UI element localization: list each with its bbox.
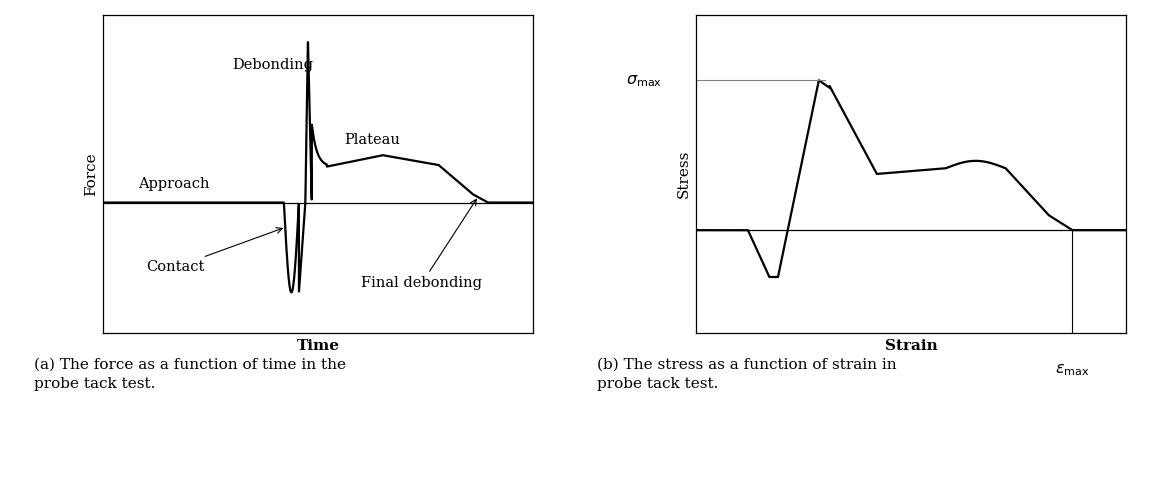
Text: $\sigma_{\rm max}$: $\sigma_{\rm max}$ bbox=[626, 72, 662, 89]
X-axis label: Strain: Strain bbox=[885, 339, 938, 353]
X-axis label: Time: Time bbox=[296, 339, 340, 353]
Text: Approach: Approach bbox=[138, 177, 209, 191]
Text: $\varepsilon_{\rm max}$: $\varepsilon_{\rm max}$ bbox=[1055, 361, 1089, 378]
Text: Debonding: Debonding bbox=[232, 58, 314, 72]
Text: (a) The force as a function of time in the
probe tack test.: (a) The force as a function of time in t… bbox=[34, 358, 347, 391]
Y-axis label: Stress: Stress bbox=[677, 150, 691, 198]
Text: Final debonding: Final debonding bbox=[361, 199, 483, 291]
Text: Contact: Contact bbox=[146, 228, 283, 274]
Text: (b) The stress as a function of strain in
probe tack test.: (b) The stress as a function of strain i… bbox=[597, 358, 897, 391]
Y-axis label: Force: Force bbox=[84, 152, 98, 196]
Text: Plateau: Plateau bbox=[344, 133, 400, 147]
